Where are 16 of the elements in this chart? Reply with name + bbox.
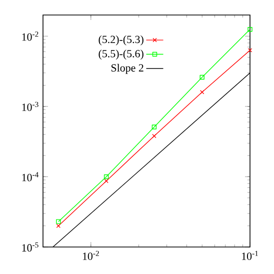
point	[152, 124, 157, 130]
y-tick-label: 10$^{-5}$	[22, 242, 38, 252]
point	[248, 26, 252, 32]
point	[104, 178, 108, 184]
point	[200, 90, 204, 94]
point	[152, 134, 156, 138]
x-tick-label: 10$^{-1}$	[242, 250, 258, 260]
point	[56, 219, 61, 224]
point	[200, 74, 204, 80]
legend-label: (5.5)-(5.6)	[98, 50, 144, 60]
point	[104, 174, 109, 180]
y-tick-label: 10$^{-2}$	[22, 32, 38, 41]
legend-label: (5.2)-(5.3)	[98, 35, 144, 46]
y-tick-label: 10$^{-3}$	[22, 102, 38, 112]
y-tick-label: 10$^{-4}$	[22, 172, 39, 182]
legend-label: Slope 2	[111, 64, 144, 74]
